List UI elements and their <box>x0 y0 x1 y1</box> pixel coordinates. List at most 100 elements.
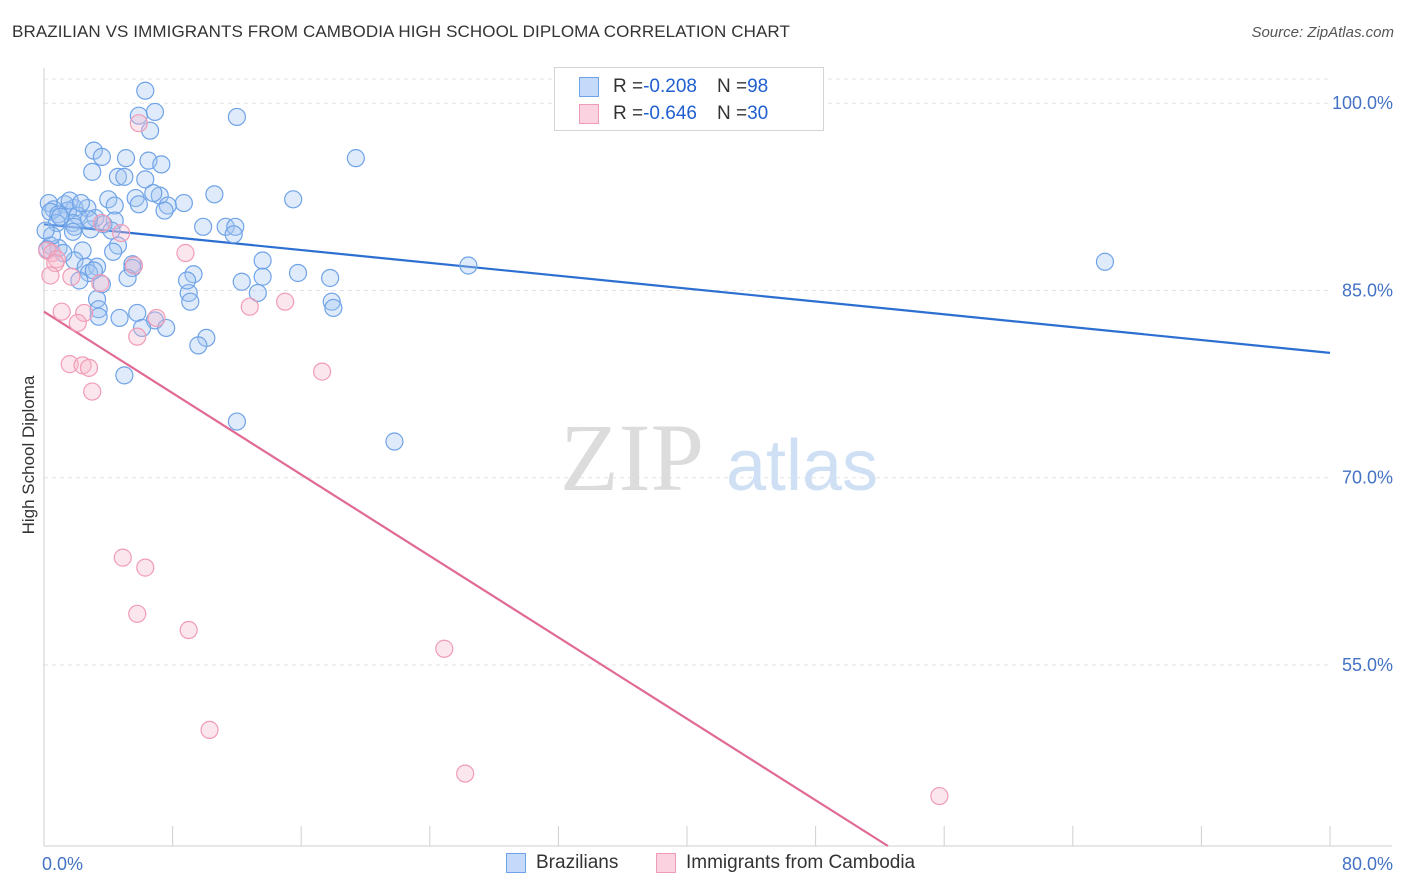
point-brazilians <box>115 366 134 385</box>
y-tick-labels: 100.0% 85.0% 70.0% 55.0% <box>1332 93 1393 675</box>
point-brazilians <box>136 170 155 189</box>
point-cambodia <box>91 273 110 293</box>
point-brazilians <box>253 267 272 286</box>
legend-r-value: -0.646 <box>643 103 697 124</box>
point-brazilians <box>60 191 79 210</box>
y-tick-label: 100.0% <box>1332 93 1393 113</box>
legend-swatch-cambodia <box>579 104 599 124</box>
legend-row-cambodia: R = -0.646 N = 30 <box>579 102 768 126</box>
point-brazilians <box>132 318 152 338</box>
point-brazilians <box>105 196 124 215</box>
point-brazilians <box>44 200 63 219</box>
point-brazilians <box>284 190 303 209</box>
point-brazilians <box>108 167 128 186</box>
point-brazilians <box>158 196 177 215</box>
point-cambodia <box>124 256 144 275</box>
point-cambodia <box>240 297 259 316</box>
point-cambodia <box>147 308 166 328</box>
point-brazilians <box>232 272 251 291</box>
point-brazilians <box>89 307 108 326</box>
point-brazilians <box>116 149 136 168</box>
point-brazilians <box>50 207 70 226</box>
point-brazilians <box>136 81 155 100</box>
point-brazilians <box>227 412 246 431</box>
watermark-atlas: atlas <box>726 426 878 506</box>
point-cambodia <box>129 114 148 133</box>
point-cambodia <box>60 355 79 374</box>
data-points <box>36 81 1115 806</box>
x-tick-labels: 0.0% 80.0% <box>42 854 1393 874</box>
point-cambodia <box>128 604 147 623</box>
series-swatch-cambodia <box>656 853 676 873</box>
point-brazilians <box>224 225 243 244</box>
legend-r-value: -0.208 <box>643 76 697 97</box>
trend-line-brazilians <box>43 223 1331 354</box>
point-brazilians <box>1095 252 1115 271</box>
legend-n-label: N = <box>716 103 748 124</box>
legend-swatch-brazilians <box>579 77 599 97</box>
series-legend-cambodia[interactable]: Immigrants from Cambodia <box>656 852 915 874</box>
y-tick-label: 55.0% <box>1342 655 1393 675</box>
point-cambodia <box>176 243 195 263</box>
point-brazilians <box>226 217 245 236</box>
point-cambodia <box>112 223 131 243</box>
point-cambodia <box>128 327 147 346</box>
point-brazilians <box>346 149 365 168</box>
watermark-zip: ZIP <box>560 404 704 511</box>
series-legend-brazilians[interactable]: Brazilians <box>506 852 618 874</box>
y-axis-label: High School Diploma <box>19 375 38 534</box>
point-cambodia <box>42 243 62 263</box>
point-brazilians <box>155 201 174 220</box>
point-brazilians <box>321 268 340 288</box>
point-cambodia <box>68 313 87 333</box>
chart-title: BRAZILIAN VS IMMIGRANTS FROM CAMBODIA HI… <box>12 22 790 41</box>
point-brazilians <box>104 242 123 261</box>
point-brazilians <box>115 167 134 186</box>
point-brazilians <box>248 283 267 303</box>
point-brazilians <box>205 185 224 204</box>
point-brazilians <box>89 300 108 319</box>
point-brazilians <box>177 271 197 290</box>
point-cambodia <box>62 267 81 286</box>
point-cambodia <box>435 639 454 658</box>
stats-legend: R = -0.208 N = 98 R = -0.646 N = 30 <box>554 67 824 131</box>
legend-n-label: N = <box>716 76 748 97</box>
point-brazilians <box>189 336 208 355</box>
point-cambodia <box>312 362 332 381</box>
x-tick-label: 80.0% <box>1342 854 1393 874</box>
series-swatch-brazilians <box>506 853 526 873</box>
legend-n-value: 98 <box>747 76 769 97</box>
point-cambodia <box>83 382 102 401</box>
point-brazilians <box>144 183 163 203</box>
point-brazilians <box>145 102 165 122</box>
grid-lines <box>44 78 1330 666</box>
legend-n-value: 30 <box>747 103 769 124</box>
point-cambodia <box>52 302 71 321</box>
point-cambodia <box>136 558 155 577</box>
trend-lines <box>43 223 1331 847</box>
point-brazilians <box>83 162 102 181</box>
point-brazilians <box>152 155 171 174</box>
point-brazilians <box>63 222 83 241</box>
point-brazilians <box>324 298 343 318</box>
point-brazilians <box>157 318 176 338</box>
series-label-brazilians: Brazilians <box>536 852 619 873</box>
point-brazilians <box>194 217 213 236</box>
legend-r-label: R = <box>613 103 644 124</box>
point-brazilians <box>253 251 272 270</box>
point-brazilians <box>181 292 200 311</box>
chart-source: Source: ZipAtlas.com <box>1251 24 1394 41</box>
series-label-cambodia: Immigrants from Cambodia <box>686 852 916 873</box>
point-brazilians <box>129 195 148 214</box>
point-cambodia <box>930 786 949 806</box>
series-legend: Brazilians Immigrants from Cambodia <box>0 852 1406 878</box>
legend-row-brazilians: R = -0.208 N = 98 <box>579 75 768 99</box>
point-cambodia <box>276 292 295 311</box>
trend-line-cambodia <box>43 310 889 847</box>
point-cambodia <box>113 548 132 567</box>
point-brazilians <box>92 147 111 166</box>
point-cambodia <box>200 720 219 740</box>
y-tick-label: 70.0% <box>1342 468 1393 488</box>
point-cambodia <box>79 358 99 377</box>
